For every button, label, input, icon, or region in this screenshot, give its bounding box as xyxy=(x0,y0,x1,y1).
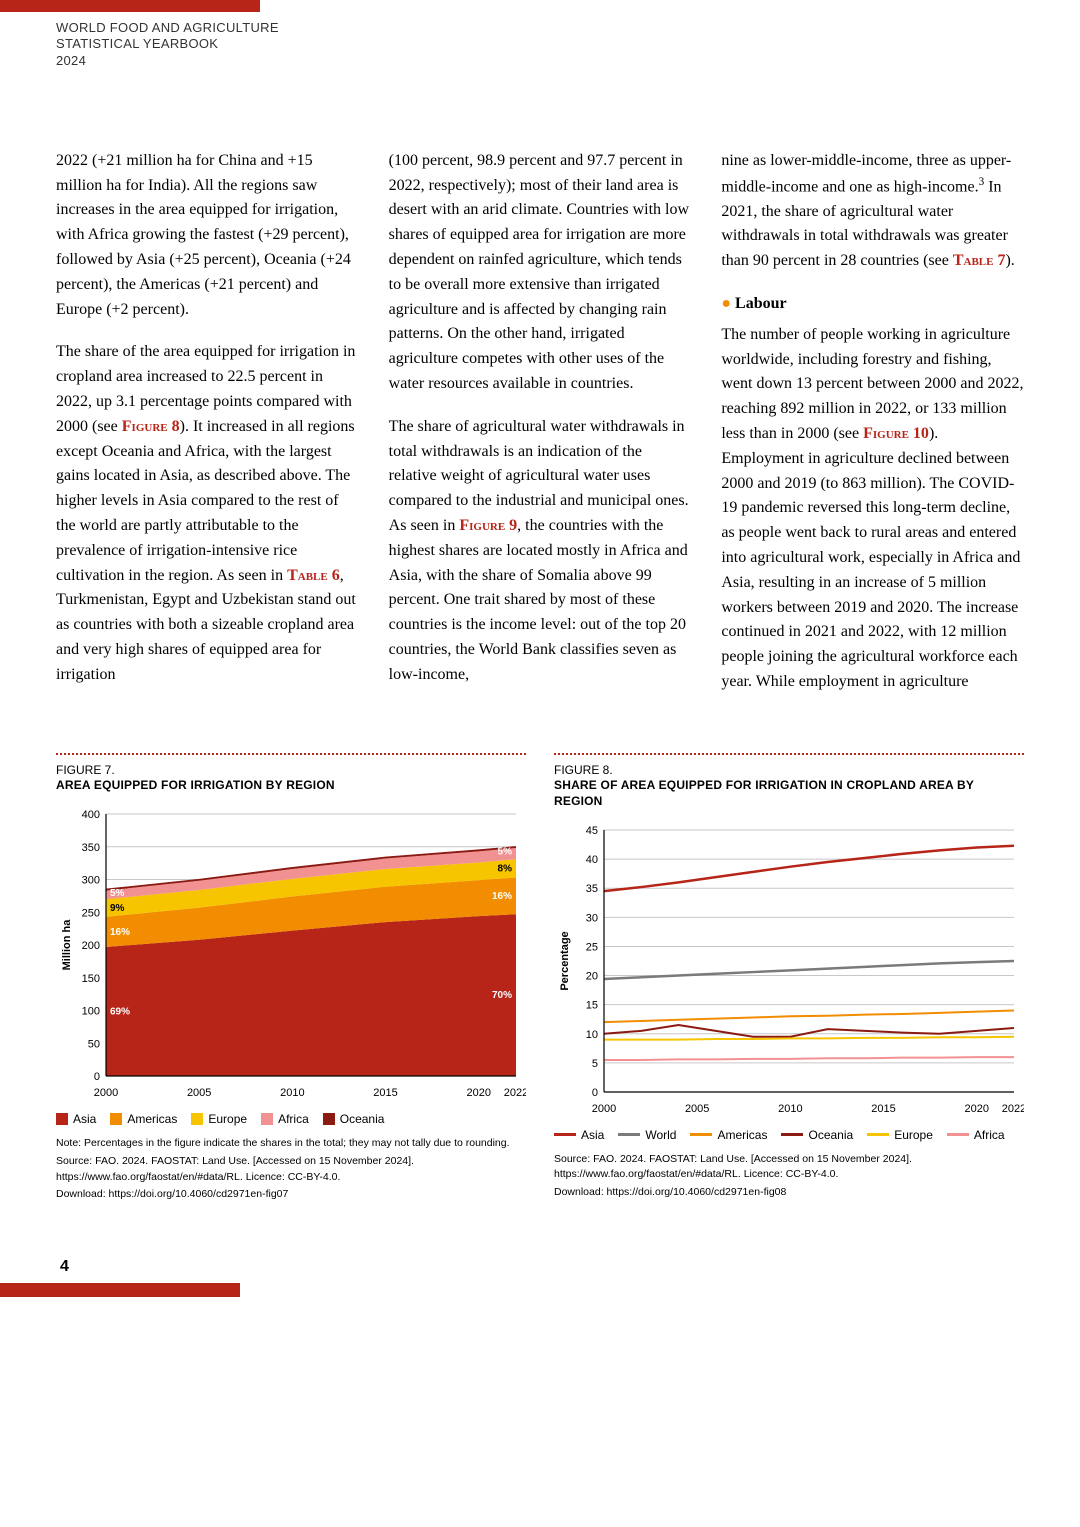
svg-text:2005: 2005 xyxy=(685,1103,709,1115)
svg-text:5%: 5% xyxy=(498,847,513,858)
labour-heading: ● Labour xyxy=(721,292,1024,317)
svg-text:2010: 2010 xyxy=(280,1087,304,1099)
page: WORLD FOOD AND AGRICULTURE STATISTICAL Y… xyxy=(0,0,1080,1335)
legend-item: Europe xyxy=(867,1126,933,1144)
svg-text:350: 350 xyxy=(82,842,100,854)
svg-text:16%: 16% xyxy=(492,891,512,902)
figures-row: FIGURE 7. AREA EQUIPPED FOR IRRIGATION B… xyxy=(56,753,1024,1205)
legend-item: Oceania xyxy=(323,1110,385,1128)
svg-text:5: 5 xyxy=(592,1057,598,1069)
svg-text:100: 100 xyxy=(82,1006,100,1018)
svg-text:10: 10 xyxy=(586,1028,598,1040)
legend-item: Europe xyxy=(191,1110,247,1128)
svg-text:2022: 2022 xyxy=(1002,1103,1024,1115)
col1-para2: The share of the area equipped for irrig… xyxy=(56,340,359,687)
svg-text:2010: 2010 xyxy=(778,1103,802,1115)
svg-text:30: 30 xyxy=(586,912,598,924)
svg-text:2000: 2000 xyxy=(592,1103,616,1115)
svg-text:2000: 2000 xyxy=(94,1087,118,1099)
svg-text:2020: 2020 xyxy=(466,1087,490,1099)
svg-text:400: 400 xyxy=(82,809,100,821)
svg-text:50: 50 xyxy=(88,1038,100,1050)
dotted-rule xyxy=(554,753,1024,755)
figure-8-notes: Source: FAO. 2024. FAOSTAT: Land Use. [A… xyxy=(554,1152,1024,1201)
header-year: 2024 xyxy=(56,53,1024,69)
header-line2: STATISTICAL YEARBOOK xyxy=(56,36,1024,52)
figure-9-ref: Figure 9 xyxy=(459,517,517,534)
figure-7-caption: FIGURE 7. AREA EQUIPPED FOR IRRIGATION B… xyxy=(56,763,526,794)
header-line1: WORLD FOOD AND AGRICULTURE xyxy=(56,20,1024,36)
figure-8-svg: 0 5 10 15 20 25 30 35 40 45 2000 2005 2010 2015 2020 20… xyxy=(554,820,1024,1120)
dotted-rule xyxy=(56,753,526,755)
column-2: (100 percent, 98.9 percent and 97.7 perc… xyxy=(389,149,692,713)
legend-item: Asia xyxy=(554,1126,604,1144)
table-6-ref: Table 6 xyxy=(287,567,340,584)
svg-text:20: 20 xyxy=(586,970,598,982)
figure-8-chart: 0 5 10 15 20 25 30 35 40 45 2000 2005 2010 2015 2020 20… xyxy=(554,820,1024,1120)
page-number: 4 xyxy=(60,1255,1024,1279)
svg-text:Percentage: Percentage xyxy=(559,931,571,990)
legend-item: Oceania xyxy=(781,1126,853,1144)
body-columns: 2022 (+21 million ha for China and +15 m… xyxy=(56,149,1024,713)
svg-text:0: 0 xyxy=(592,1087,598,1099)
svg-text:5%: 5% xyxy=(110,888,125,899)
svg-text:2015: 2015 xyxy=(871,1103,895,1115)
figure-7-svg: 0 50 100 150 200 250 300 350 400 2000 2005 2010 2015… xyxy=(56,804,526,1104)
svg-text:16%: 16% xyxy=(110,927,130,938)
figure-8-ref: Figure 8 xyxy=(122,418,180,435)
svg-text:35: 35 xyxy=(586,883,598,895)
column-1: 2022 (+21 million ha for China and +15 m… xyxy=(56,149,359,713)
svg-text:150: 150 xyxy=(82,973,100,985)
legend-item: Americas xyxy=(690,1126,767,1144)
col1-para1: 2022 (+21 million ha for China and +15 m… xyxy=(56,149,359,323)
col3-para1: nine as lower-middle-income, three as up… xyxy=(721,149,1024,274)
svg-text:45: 45 xyxy=(586,825,598,837)
figure-8-legend: Asia World Americas Oceania Europe Africa xyxy=(554,1126,1024,1144)
col3-para2: The number of people working in agricult… xyxy=(721,323,1024,695)
col2-para2: The share of agricultural water withdraw… xyxy=(389,415,692,688)
table-7-ref: Table 7 xyxy=(953,252,1006,269)
legend-item: Africa xyxy=(261,1110,309,1128)
top-color-bar xyxy=(0,0,260,12)
svg-text:300: 300 xyxy=(82,875,100,887)
svg-text:40: 40 xyxy=(586,854,598,866)
svg-text:70%: 70% xyxy=(492,990,512,1001)
col2-para1: (100 percent, 98.9 percent and 97.7 perc… xyxy=(389,149,692,397)
footer-color-bar xyxy=(0,1283,240,1297)
svg-text:2015: 2015 xyxy=(373,1087,397,1099)
svg-text:25: 25 xyxy=(586,941,598,953)
figure-7-notes: Note: Percentages in the figure indicate… xyxy=(56,1136,526,1203)
bullet-icon: ● xyxy=(721,295,731,312)
svg-text:2005: 2005 xyxy=(187,1087,211,1099)
legend-item: Americas xyxy=(110,1110,177,1128)
figure-7: FIGURE 7. AREA EQUIPPED FOR IRRIGATION B… xyxy=(56,753,526,1205)
svg-text:2020: 2020 xyxy=(964,1103,988,1115)
figure-7-chart: 0 50 100 150 200 250 300 350 400 2000 2005 2010 2015… xyxy=(56,804,526,1104)
svg-text:2022: 2022 xyxy=(504,1087,526,1099)
column-3: nine as lower-middle-income, three as up… xyxy=(721,149,1024,713)
svg-text:0: 0 xyxy=(94,1071,100,1083)
svg-text:Million ha: Million ha xyxy=(61,919,73,971)
svg-text:9%: 9% xyxy=(110,903,125,914)
svg-text:250: 250 xyxy=(82,907,100,919)
figure-8-caption: FIGURE 8. SHARE OF AREA EQUIPPED FOR IRR… xyxy=(554,763,1024,810)
svg-text:15: 15 xyxy=(586,999,598,1011)
figure-8: FIGURE 8. SHARE OF AREA EQUIPPED FOR IRR… xyxy=(554,753,1024,1205)
svg-text:200: 200 xyxy=(82,940,100,952)
svg-text:69%: 69% xyxy=(110,1006,130,1017)
legend-item: Africa xyxy=(947,1126,1005,1144)
svg-text:8%: 8% xyxy=(498,863,513,874)
legend-item: Asia xyxy=(56,1110,96,1128)
figure-10-ref: Figure 10 xyxy=(863,425,929,442)
legend-item: World xyxy=(618,1126,676,1144)
page-footer: 4 xyxy=(56,1255,1024,1295)
running-header: WORLD FOOD AND AGRICULTURE STATISTICAL Y… xyxy=(56,20,1024,69)
figure-7-legend: Asia Americas Europe Africa Oceania xyxy=(56,1110,526,1128)
